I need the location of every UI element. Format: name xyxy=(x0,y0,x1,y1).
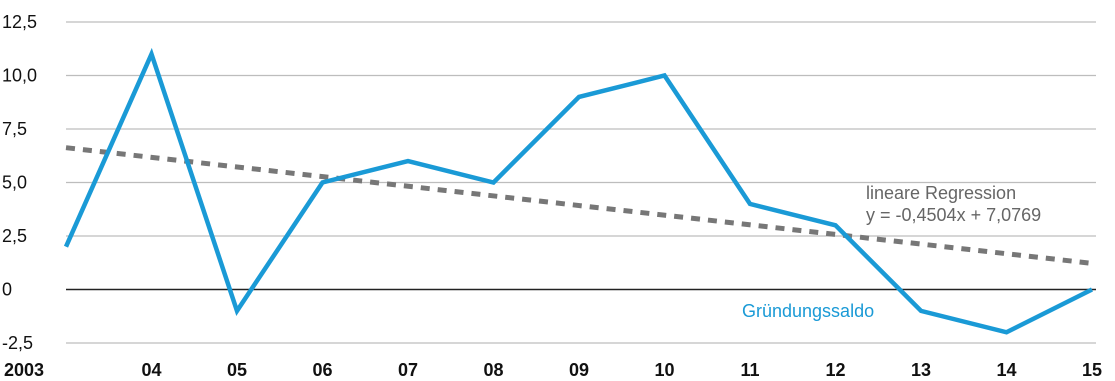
regression-equation: y = -0,4504x + 7,0769 xyxy=(866,205,1041,225)
y-axis-tick-labels: 12,5 10,0 7,5 5,0 2,5 0 -2,5 xyxy=(2,12,37,353)
series-lines xyxy=(63,47,1094,335)
x-tick-label: 14 xyxy=(996,360,1016,380)
x-tick-label: 06 xyxy=(312,360,332,380)
regression-trendline xyxy=(65,145,1093,266)
grid-lines xyxy=(66,21,1096,344)
x-tick-label: 15 xyxy=(1082,360,1102,380)
x-axis-tick-labels: 2003 04 05 06 07 08 09 10 11 12 13 14 15 xyxy=(4,360,1102,380)
x-tick-label: 2003 xyxy=(4,360,44,380)
x-tick-label: 10 xyxy=(654,360,674,380)
series-label-gruendungssaldo: Gründungssaldo xyxy=(742,301,874,321)
annotations: lineare Regression y = -0,4504x + 7,0769… xyxy=(742,183,1041,321)
y-tick-label: 2,5 xyxy=(2,226,27,246)
x-tick-label: 05 xyxy=(227,360,247,380)
y-tick-label: 12,5 xyxy=(2,12,37,32)
x-tick-label: 04 xyxy=(141,360,161,380)
y-tick-label: 0 xyxy=(2,280,12,300)
x-tick-label: 13 xyxy=(911,360,931,380)
regression-label: lineare Regression xyxy=(866,183,1016,203)
y-tick-label: 7,5 xyxy=(2,119,27,139)
regression-line xyxy=(65,145,1093,266)
x-tick-label: 12 xyxy=(825,360,845,380)
y-tick-label: 10,0 xyxy=(2,66,37,86)
x-tick-label: 11 xyxy=(740,360,759,380)
y-tick-label: 5,0 xyxy=(2,173,27,193)
y-tick-label: -2,5 xyxy=(2,333,33,353)
x-tick-label: 07 xyxy=(398,360,418,380)
x-tick-label: 09 xyxy=(569,360,589,380)
x-tick-label: 08 xyxy=(483,360,503,380)
